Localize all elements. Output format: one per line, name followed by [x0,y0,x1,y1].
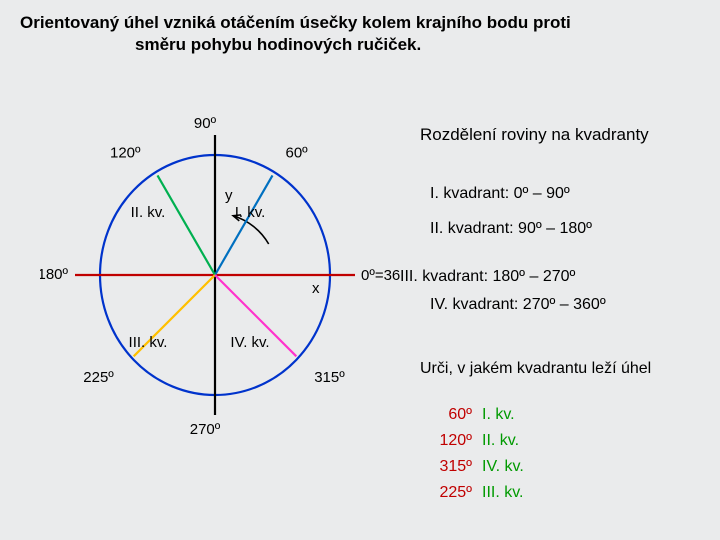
table-quadrant: I. kv. [472,406,515,423]
subtitle: Rozdělení roviny na kvadranty [420,125,649,145]
degree-label-180: 180º [40,266,69,283]
table-angle: 225º [420,480,472,506]
table-row: 315ºIV. kv. [420,454,524,480]
quadrant-def-4: IV. kvadrant: 270º – 360º [430,296,606,314]
quadrant-label-2: II. kv. [131,204,166,221]
table-angle: 120º [420,428,472,454]
ray-120 [158,175,216,275]
x-axis-label: x [312,280,320,297]
title-line1: Orientovaný úhel vzniká otáčením úsečky … [20,12,680,34]
quadrant-label-1: I. kv. [235,204,266,221]
table-row: 60ºI. kv. [420,402,524,428]
quadrant-def-3: III. kvadrant: 180º – 270º [400,268,575,286]
degree-label-225: 225º [83,369,114,386]
y-axis-label: y [225,187,233,204]
table-row: 225ºIII. kv. [420,480,524,506]
quadrant-def-2: II. kvadrant: 90º – 180º [430,220,592,238]
table-row: 120ºII. kv. [420,428,524,454]
table-quadrant: II. kv. [472,432,519,449]
table-quadrant: IV. kv. [472,458,524,475]
table-angle: 315º [420,454,472,480]
quadrant-def-1: I. kvadrant: 0º – 90º [430,185,570,203]
zero-label: 0º=360º [361,267,400,284]
degree-label-60: 60º [286,144,309,161]
diagram: 60º90º120º180º225º270º315º0º=360ºyxI. kv… [40,95,360,495]
table-angle: 60º [420,402,472,428]
ray-60 [215,175,273,275]
table: 60ºI. kv.120ºII. kv.315ºIV. kv.225ºIII. … [420,402,524,506]
degree-label-90: 90º [194,115,217,132]
table-quadrant: III. kv. [472,484,523,501]
quadrant-label-3: III. kv. [129,334,168,351]
quadrant-label-4: IV. kv. [230,334,269,351]
degree-label-120: 120º [110,144,141,161]
task-prompt: Urči, v jakém kvadrantu leží úhel [420,360,651,378]
title: Orientovaný úhel vzniká otáčením úsečky … [20,12,680,56]
degree-label-315: 315º [314,369,345,386]
title-line2: směru pohybu hodinových ručiček. [20,34,680,56]
degree-label-270: 270º [190,421,221,438]
